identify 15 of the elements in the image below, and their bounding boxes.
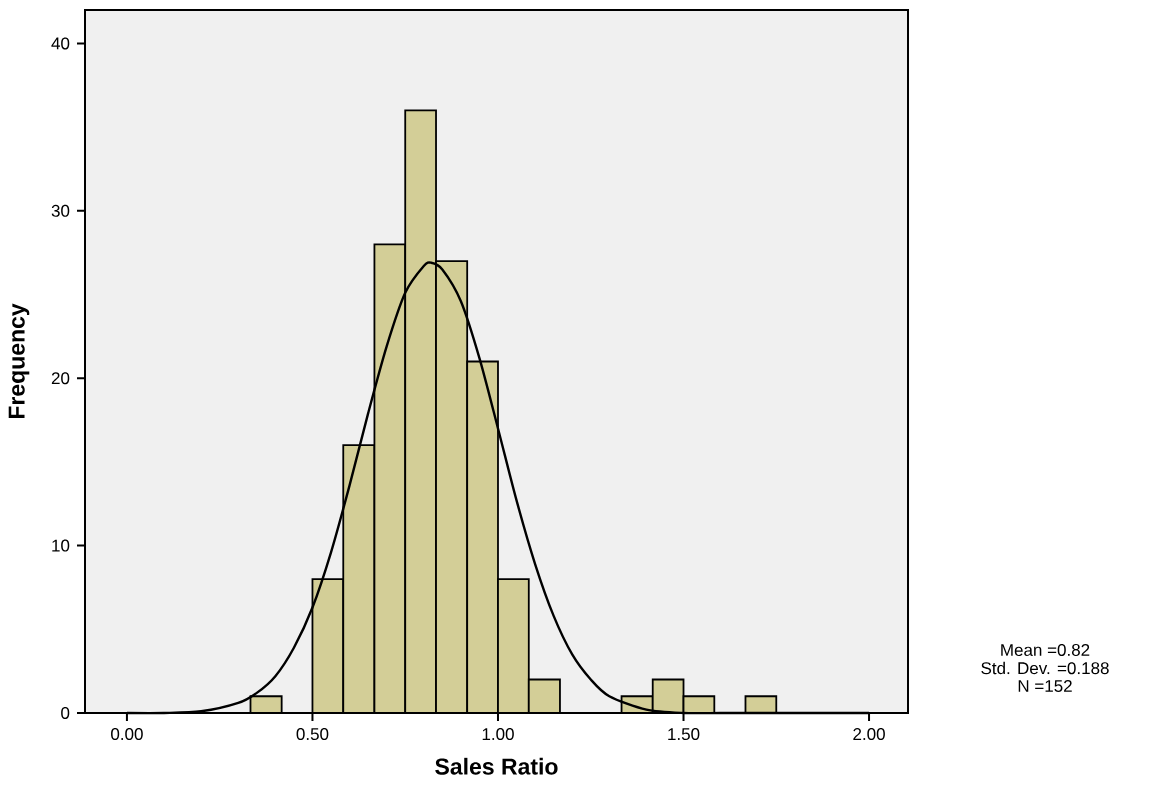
text: Std. Dev. =0.188: [981, 661, 1109, 675]
y-tick-label: 0: [61, 706, 70, 719]
x-tick-label: 1.50: [668, 728, 700, 741]
text: N =152: [1018, 679, 1072, 692]
x-tick-label: 0.00: [111, 728, 143, 741]
y-tick-label: 10: [52, 539, 70, 552]
x-tick-label: 0.50: [296, 728, 329, 741]
y-axis-title: Frequency: [8, 303, 30, 419]
text: Mean =0.82: [1001, 643, 1090, 656]
y-tick-label: 20: [51, 372, 70, 385]
y-tick-label: 30: [51, 204, 70, 217]
x-tick-label: 1.00: [482, 728, 514, 741]
y-tick-label: 40: [51, 37, 70, 50]
x-axis-title: Sales Ratio: [435, 757, 558, 775]
x-tick-label: 2.00: [853, 728, 885, 741]
